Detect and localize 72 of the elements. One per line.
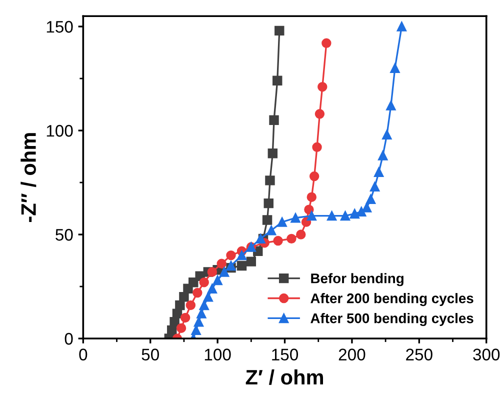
point [304,204,314,214]
point [179,292,189,302]
point [246,256,256,266]
x-tick-label: 150 [272,348,298,360]
point [318,82,328,92]
y-tick-label: 0 [64,332,73,345]
point [272,76,282,86]
point [286,234,296,244]
x-tick-label: 50 [142,348,159,360]
y-tick-label: 100 [46,124,73,137]
point [268,148,278,158]
point [277,217,287,227]
point [180,312,190,323]
point [390,63,400,73]
point [340,210,350,221]
point [212,275,222,286]
point [356,206,366,216]
point [386,100,396,110]
point [296,230,306,240]
point [191,325,201,336]
y-tick-label: 150 [46,20,73,33]
point [203,292,214,302]
point [322,38,332,48]
point [256,234,266,244]
point [219,267,230,277]
point [207,284,218,294]
point [194,317,204,327]
point [370,182,380,192]
x-axis-title: Z′ / ohm [246,369,323,385]
point [266,226,276,236]
x-tick-label: 100 [204,348,231,360]
point [199,278,209,288]
point [265,176,275,186]
point [207,267,218,277]
point [396,22,407,32]
point [216,258,226,268]
legend-label: After 200 bending cycles [310,293,474,306]
point [269,115,279,125]
point [309,171,320,182]
point [196,308,206,318]
x-tick-label: 0 [79,348,88,360]
point [226,250,236,260]
point [262,215,272,225]
point [199,300,209,310]
point [186,300,196,310]
y-axis-title: -Z″ / ohm [20,133,36,222]
point [366,194,376,204]
point [306,192,316,202]
point [273,236,283,246]
point [382,130,392,140]
point [264,198,274,208]
point [176,323,186,333]
point [374,167,384,177]
point [236,260,247,271]
x-tick-label: 250 [406,348,432,360]
point [326,210,337,221]
point [378,150,388,160]
x-tick-label: 300 [473,348,500,360]
point [362,202,372,212]
x-tick-label: 200 [338,348,366,360]
point [290,213,300,223]
legend-label: Befor bending [311,273,404,286]
point [175,300,185,310]
legend-label: After 500 bending cycles [310,313,474,326]
point [312,142,322,152]
point [306,210,316,221]
point [274,26,284,36]
point [314,109,325,119]
point [350,208,360,219]
point [236,250,247,260]
point [192,288,202,298]
y-tick-label: 50 [56,228,73,241]
